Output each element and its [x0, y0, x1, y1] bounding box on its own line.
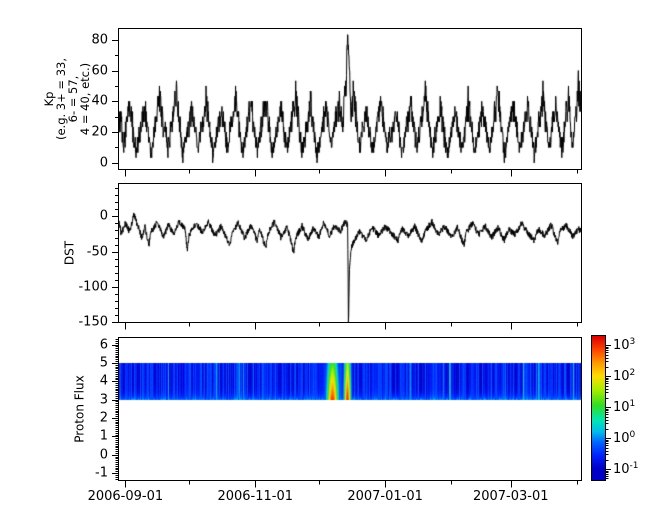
kp-y-tick-label: 80 — [91, 32, 108, 48]
colorbar-tick-label: 102 — [613, 368, 636, 385]
flux-y-tick-label: 1 — [99, 428, 108, 444]
x-date-tick-label: 2006-11-01 — [217, 489, 294, 504]
flux-y-tick-label: 0 — [99, 447, 108, 463]
colorbar-tick-label: 100 — [613, 430, 636, 447]
kp-y-tick-label: 0 — [99, 155, 108, 171]
flux-y-tick-label: 6 — [99, 337, 108, 353]
kp-y-tick-label: 20 — [91, 124, 108, 140]
proton-flux-spectrogram — [119, 338, 581, 480]
kp-y-tick-label: 40 — [91, 93, 108, 109]
dst-y-tick-label: -150 — [78, 314, 108, 330]
colorbar-tick-label: 10-1 — [613, 460, 639, 478]
flux-y-tick-label: -1 — [95, 465, 108, 481]
flux-y-tick-label: 4 — [99, 373, 108, 389]
dst-y-tick-label: -50 — [86, 244, 108, 260]
flux-y-tick-label: 2 — [99, 410, 108, 426]
colorbar — [592, 336, 605, 480]
kp-line-chart — [119, 29, 581, 169]
colorbar-tick-label: 103 — [613, 337, 636, 354]
x-date-tick-label: 2006-09-01 — [87, 489, 164, 504]
flux-y-tick-label: 5 — [99, 355, 108, 371]
colorbar-tick-label: 101 — [613, 399, 636, 416]
dst-line-chart — [119, 184, 581, 322]
x-date-tick-label: 2007-03-01 — [472, 489, 549, 504]
dst-y-tick-label: -100 — [78, 279, 108, 295]
kp-y-axis-label: Kp (e.g. 3+ = 33, 6- = 57, 4 = 40, etc.) — [41, 57, 93, 141]
x-date-tick-label: 2007-01-01 — [347, 489, 423, 504]
flux-y-tick-label: 3 — [99, 392, 108, 408]
dst-y-axis-label: DST — [62, 240, 77, 266]
flux-y-axis-label: Proton Flux — [72, 375, 87, 443]
kp-y-tick-label: 60 — [91, 63, 108, 79]
dst-y-tick-label: 0 — [99, 208, 108, 224]
